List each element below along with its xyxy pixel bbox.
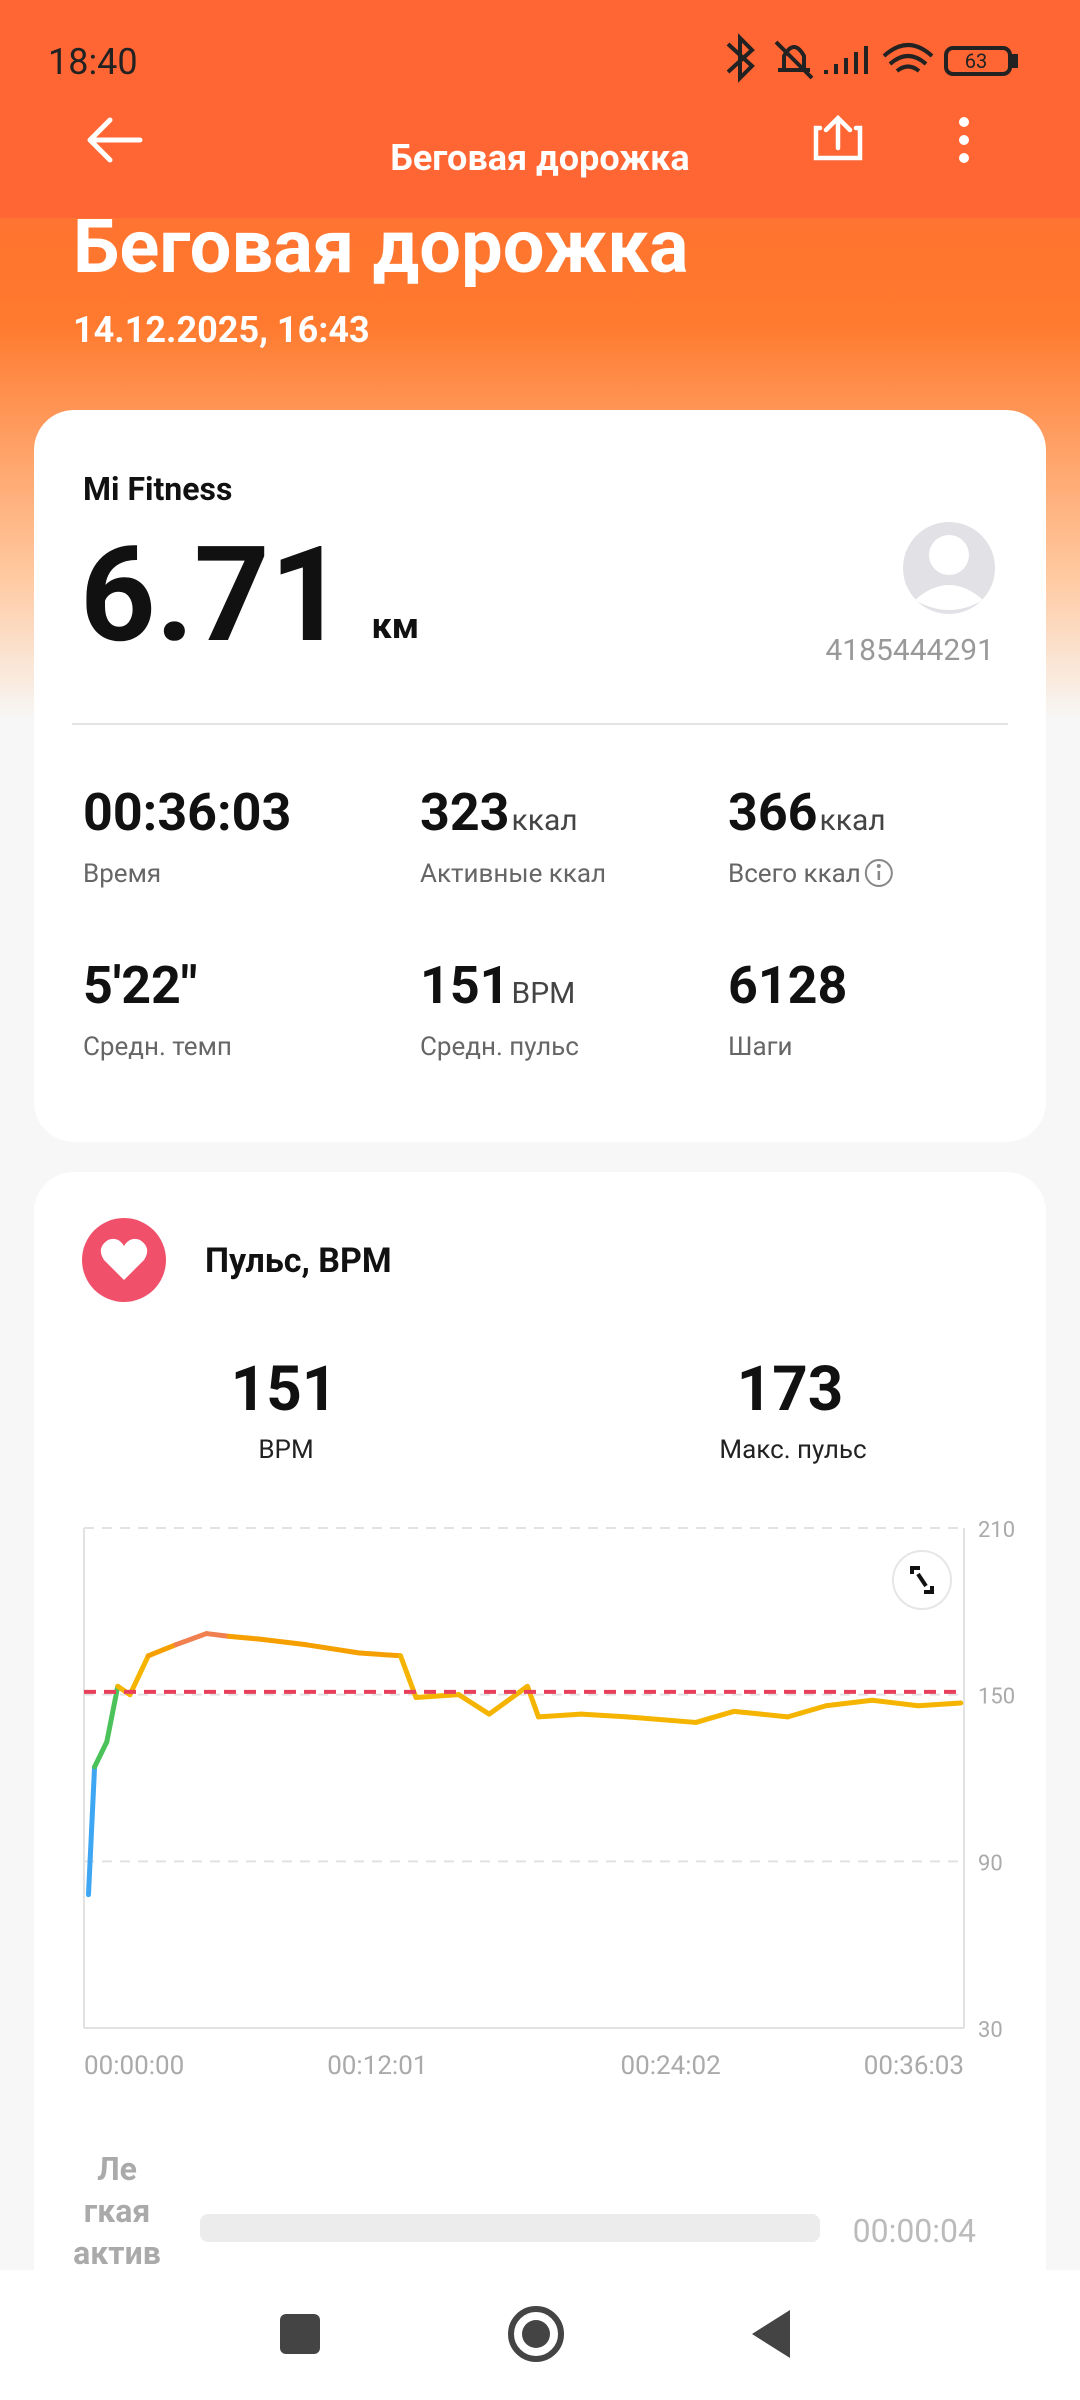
stat-label: Время bbox=[83, 859, 161, 889]
avg-heart-rate: 151 bbox=[231, 1353, 338, 1426]
distance-unit: км bbox=[371, 605, 419, 647]
app-bar-title: Беговая дорожка bbox=[390, 137, 689, 179]
user-avatar[interactable] bbox=[903, 522, 995, 614]
stat-label: Активные ккал bbox=[420, 859, 606, 889]
heart-rate-segment bbox=[257, 1636, 309, 1648]
y-tick-label: 30 bbox=[978, 2018, 1003, 2043]
heart-rate-segment bbox=[85, 1764, 98, 1898]
stat-label: Всего ккал bbox=[728, 859, 861, 889]
heart-rate-segment bbox=[785, 1703, 829, 1720]
stat-value: 00:36:03 bbox=[83, 782, 291, 843]
heart-rate-segment bbox=[145, 1642, 179, 1659]
heart-rate-title: Пульс, BPM bbox=[205, 1241, 392, 1281]
page-title: Беговая дорожка bbox=[73, 204, 688, 291]
zone-row: 00:00:04 Ле гкая актив bbox=[73, 2150, 976, 2272]
y-tick-label: 150 bbox=[978, 1685, 1015, 1710]
battery-level: 63 bbox=[965, 49, 987, 73]
status-icons bbox=[726, 33, 1018, 83]
heart-rate-segment bbox=[693, 1708, 737, 1725]
y-tick-label: 90 bbox=[978, 1851, 1003, 1876]
stat-value: 151 bbox=[420, 955, 510, 1016]
distance-value: 6.71 bbox=[80, 519, 345, 673]
stat-value: 366 bbox=[728, 782, 818, 843]
zone-bar bbox=[200, 2214, 820, 2242]
heart-rate-segment bbox=[203, 1631, 232, 1639]
y-tick-label: 210 bbox=[978, 1518, 1015, 1543]
heart-rate-segment bbox=[535, 1711, 584, 1720]
heart-rate-segment bbox=[823, 1697, 875, 1709]
x-tick-label: 00:24:02 bbox=[621, 2051, 721, 2081]
x-tick-label: 00:36:03 bbox=[864, 2051, 964, 2081]
max-heart-rate-label: Макс. пульс bbox=[719, 1435, 866, 1465]
x-tick-label: 00:00:00 bbox=[84, 2051, 184, 2081]
stat-label: Шаги bbox=[728, 1032, 793, 1062]
heart-rate-segment bbox=[413, 1692, 462, 1700]
x-tick-label: 00:12:01 bbox=[327, 2051, 427, 2081]
zone-name: гкая bbox=[84, 2192, 150, 2230]
workout-date: 14.12.2025, 16:43 bbox=[73, 309, 370, 351]
source-name: Mi Fitness bbox=[83, 470, 232, 508]
app-bar bbox=[0, 0, 1080, 218]
heart-rate-segment bbox=[578, 1711, 630, 1720]
clock: 18:40 bbox=[48, 41, 138, 83]
stat-unit: ккал bbox=[820, 803, 886, 838]
recents-button[interactable] bbox=[280, 2314, 320, 2354]
heart-rate-chart: 30 90 150 210 00:00:00 00:12:01 00:24:02 00:36:… bbox=[83, 1518, 1015, 2081]
stat-label: Средн. пульс bbox=[420, 1032, 579, 1062]
heart-rate-segment bbox=[127, 1653, 151, 1698]
heart-rate-segment bbox=[303, 1642, 362, 1656]
summary-card bbox=[34, 410, 1046, 1142]
heart-rate-segment bbox=[486, 1683, 530, 1717]
heart-rate-segment bbox=[731, 1708, 791, 1720]
info-icon-dot bbox=[876, 864, 881, 868]
zone-name: Ле bbox=[97, 2150, 137, 2188]
stat-label: Средн. темп bbox=[83, 1032, 232, 1062]
more-button[interactable] bbox=[959, 117, 969, 163]
home-button[interactable] bbox=[508, 2306, 564, 2362]
heart-rate-segment bbox=[356, 1650, 404, 1659]
stat-unit: ккал bbox=[512, 803, 578, 838]
heart-rate-segment bbox=[226, 1633, 263, 1642]
back-nav-button[interactable] bbox=[752, 2310, 790, 2358]
heart-glyph bbox=[100, 1238, 148, 1280]
back-button[interactable] bbox=[87, 117, 143, 163]
heart-rate-segment bbox=[92, 1739, 110, 1770]
stat-unit: BPM bbox=[512, 976, 576, 1011]
heart-rate-segment bbox=[624, 1714, 699, 1725]
stat-value: 323 bbox=[420, 782, 510, 843]
user-id: 4185444291 bbox=[825, 633, 994, 668]
expand-button[interactable] bbox=[892, 1550, 952, 1610]
share-button[interactable] bbox=[813, 114, 863, 161]
heart-rate-segment bbox=[456, 1692, 492, 1717]
stat-value: 6128 bbox=[728, 955, 847, 1016]
avg-heart-rate-label: BPM bbox=[258, 1435, 313, 1465]
info-icon[interactable] bbox=[864, 859, 893, 887]
heart-rate-segment bbox=[104, 1683, 121, 1745]
zone-name: актив bbox=[73, 2234, 161, 2272]
heart-rate-card bbox=[34, 1172, 1046, 2372]
max-heart-rate: 173 bbox=[737, 1353, 844, 1426]
heart-rate-segment bbox=[915, 1700, 964, 1709]
zone-time: 00:00:04 bbox=[853, 2212, 976, 2250]
stat-value: 5'22" bbox=[83, 955, 197, 1016]
heart-rate-segment bbox=[869, 1697, 921, 1709]
heart-rate-segment bbox=[173, 1631, 209, 1648]
